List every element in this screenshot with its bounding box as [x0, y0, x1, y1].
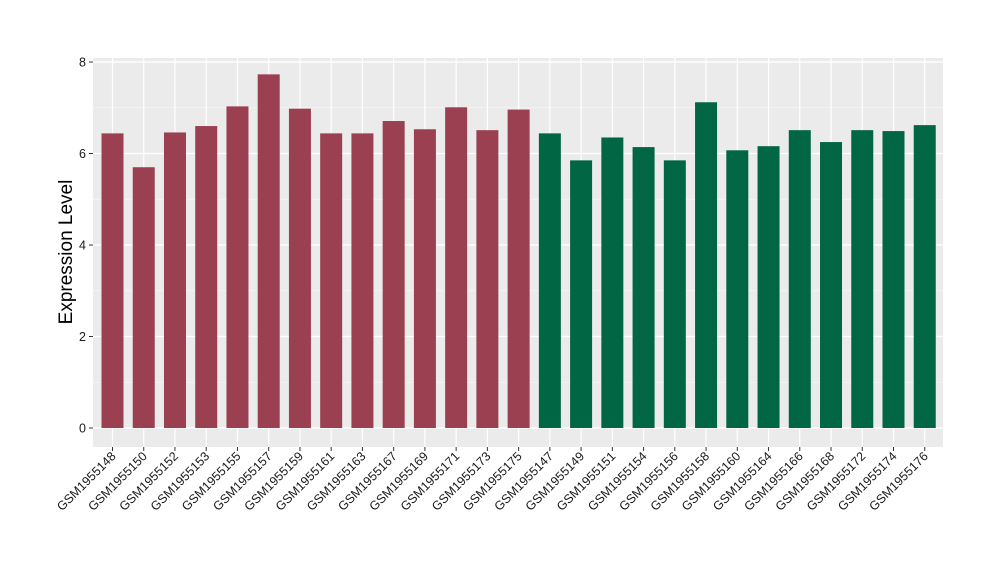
bar [663, 160, 686, 429]
y-tick-label: 8 [79, 56, 86, 70]
bar [320, 133, 343, 428]
bar [695, 102, 718, 428]
y-tick-label: 2 [79, 330, 86, 344]
bar [851, 130, 874, 429]
bar [507, 109, 530, 428]
bar [257, 74, 280, 428]
bar [382, 121, 405, 428]
bar [195, 126, 218, 429]
bar [757, 146, 780, 428]
bar [632, 147, 655, 428]
bar [820, 142, 843, 428]
bar [413, 129, 436, 428]
x-axis: GSM1955148GSM1955150GSM1955152GSM1955153… [54, 447, 931, 514]
y-tick-label: 6 [79, 147, 86, 161]
bar [913, 125, 936, 428]
bar [476, 130, 499, 429]
y-tick-label: 0 [79, 422, 86, 436]
y-axis: 0 2 4 6 8 [79, 56, 93, 436]
bar [570, 160, 593, 429]
bar [226, 106, 249, 428]
bars [101, 74, 936, 429]
y-tick-label: 4 [79, 239, 86, 253]
bar [351, 133, 374, 428]
bar [788, 130, 811, 429]
bar [288, 108, 311, 428]
bar [601, 137, 624, 429]
bar [445, 107, 468, 428]
bar [132, 167, 155, 428]
bar [163, 132, 186, 428]
bar [101, 133, 124, 428]
bar [882, 131, 905, 428]
bar [726, 150, 749, 429]
bar [538, 133, 561, 428]
y-axis-title: Expression Level [56, 180, 77, 325]
